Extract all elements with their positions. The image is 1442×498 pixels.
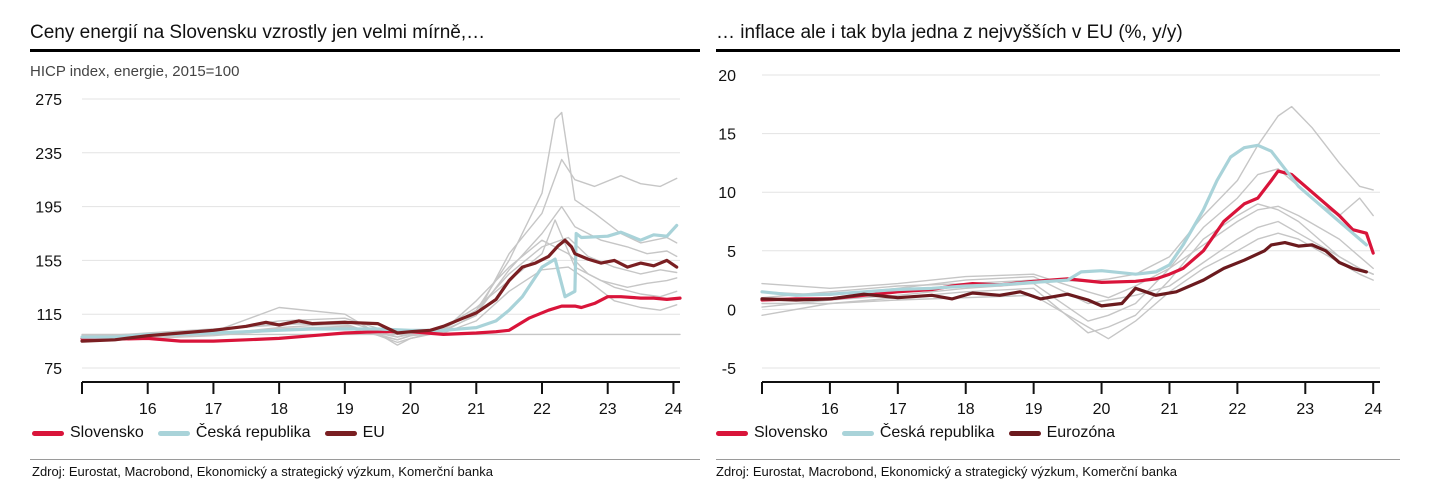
y-tick-label: 5	[727, 244, 736, 261]
x-tick-label: 24	[665, 401, 683, 418]
source-note: Zdroj: Eurostat, Macrobond, Ekonomický a…	[716, 464, 1177, 479]
series-line-other-country	[761, 220, 1374, 305]
chart-legend: Slovensko Česká republika EU	[32, 424, 399, 442]
y-tick-label: 235	[35, 146, 62, 163]
legend-label: Česká republika	[879, 424, 995, 441]
y-tick-label: 275	[35, 92, 62, 109]
series-line-eu	[80, 238, 679, 343]
x-tick-label: 17	[889, 401, 907, 418]
series-line-other-country	[761, 203, 1374, 334]
x-tick-label: 19	[1025, 401, 1043, 418]
x-tick-label: 20	[402, 401, 420, 418]
legend-label: EU	[362, 424, 385, 441]
legend-swatch	[716, 430, 748, 436]
footer-rule	[716, 459, 1400, 460]
line-chart-energy-index: 75 115 155 195 235 275 16 17 18 19 20 21 22 23 24	[35, 92, 683, 418]
source-note: Zdroj: Eurostat, Macrobond, Ekonomický a…	[32, 464, 493, 479]
x-tick-label: 21	[467, 401, 485, 418]
chart-subtitle: HICP index, energie, 2015=100	[30, 63, 240, 80]
y-tick-label: 115	[36, 307, 62, 324]
legend-item-ceska-republika: Česká republika	[157, 424, 311, 442]
y-tick-label: 15	[718, 127, 736, 144]
legend-item-ceska-republika: Česká republika	[841, 424, 995, 442]
legend-swatch	[32, 430, 64, 436]
x-tick-label: 16	[139, 401, 157, 418]
series-line-other-country	[761, 205, 1374, 299]
series-line-other-country	[81, 205, 678, 344]
y-tick-label: 75	[44, 361, 62, 378]
x-tick-label: 18	[957, 401, 975, 418]
series-line-other-country	[81, 236, 678, 338]
chart-title: … inflace ale i tak byla jedna z nejvyšš…	[716, 22, 1183, 43]
legend-label: Slovensko	[754, 424, 828, 441]
chart-panel-right: … inflace ale i tak byla jedna z nejvyšš…	[712, 0, 1442, 498]
title-rule	[30, 49, 700, 52]
y-tick-label: 20	[718, 68, 736, 85]
chart-legend: Slovensko Česká republika Eurozóna	[716, 424, 1129, 442]
x-tick-label: 17	[205, 401, 223, 418]
series-line--esk-republika	[80, 223, 679, 339]
legend-swatch	[841, 430, 874, 436]
series-line-other-country	[81, 158, 678, 341]
legend-item-slovensko: Slovensko	[716, 424, 828, 442]
footer-rule	[30, 459, 700, 460]
line-chart-inflation: -5 0 5 10 15 20 16 17 18 19 20 21 22 23 24	[718, 68, 1382, 418]
series-line-other-country	[81, 239, 678, 346]
x-tick-label: 21	[1161, 401, 1179, 418]
series-line-other-country	[761, 232, 1374, 340]
y-tick-label: 0	[727, 302, 736, 319]
series-line-slovensko	[80, 295, 682, 343]
y-tick-label: 10	[718, 185, 736, 202]
x-tick-label: 19	[336, 401, 354, 418]
legend-label: Eurozóna	[1046, 424, 1116, 441]
title-rule	[716, 49, 1400, 52]
y-tick-label: 155	[35, 253, 62, 270]
x-tick-label: 22	[1228, 401, 1246, 418]
x-tick-label: 24	[1364, 401, 1382, 418]
series-line--esk-republika	[760, 143, 1369, 297]
x-tick-label: 23	[1296, 401, 1314, 418]
y-tick-label: 195	[35, 200, 62, 217]
legend-item-slovensko: Slovensko	[32, 424, 144, 442]
legend-item-eurozona: Eurozóna	[1008, 424, 1116, 442]
y-tick-label: -5	[722, 361, 736, 378]
series-line-other-country	[761, 105, 1374, 299]
chart-title: Ceny energií na Slovensku vzrostly jen v…	[30, 22, 486, 43]
series-line-other-country	[761, 168, 1374, 322]
x-tick-label: 16	[821, 401, 839, 418]
x-tick-label: 18	[270, 401, 288, 418]
legend-label: Česká republika	[195, 424, 311, 441]
legend-item-eu: EU	[324, 424, 385, 442]
x-tick-label: 23	[599, 401, 617, 418]
legend-label: Slovensko	[70, 424, 144, 441]
legend-swatch	[324, 430, 357, 436]
series-line-euroz-na	[760, 241, 1369, 308]
x-tick-label: 20	[1093, 401, 1111, 418]
legend-swatch	[157, 430, 190, 436]
legend-swatch	[1008, 430, 1041, 436]
x-tick-label: 22	[533, 401, 551, 418]
chart-panel-left: Ceny energií na Slovensku vzrostly jen v…	[0, 0, 700, 498]
